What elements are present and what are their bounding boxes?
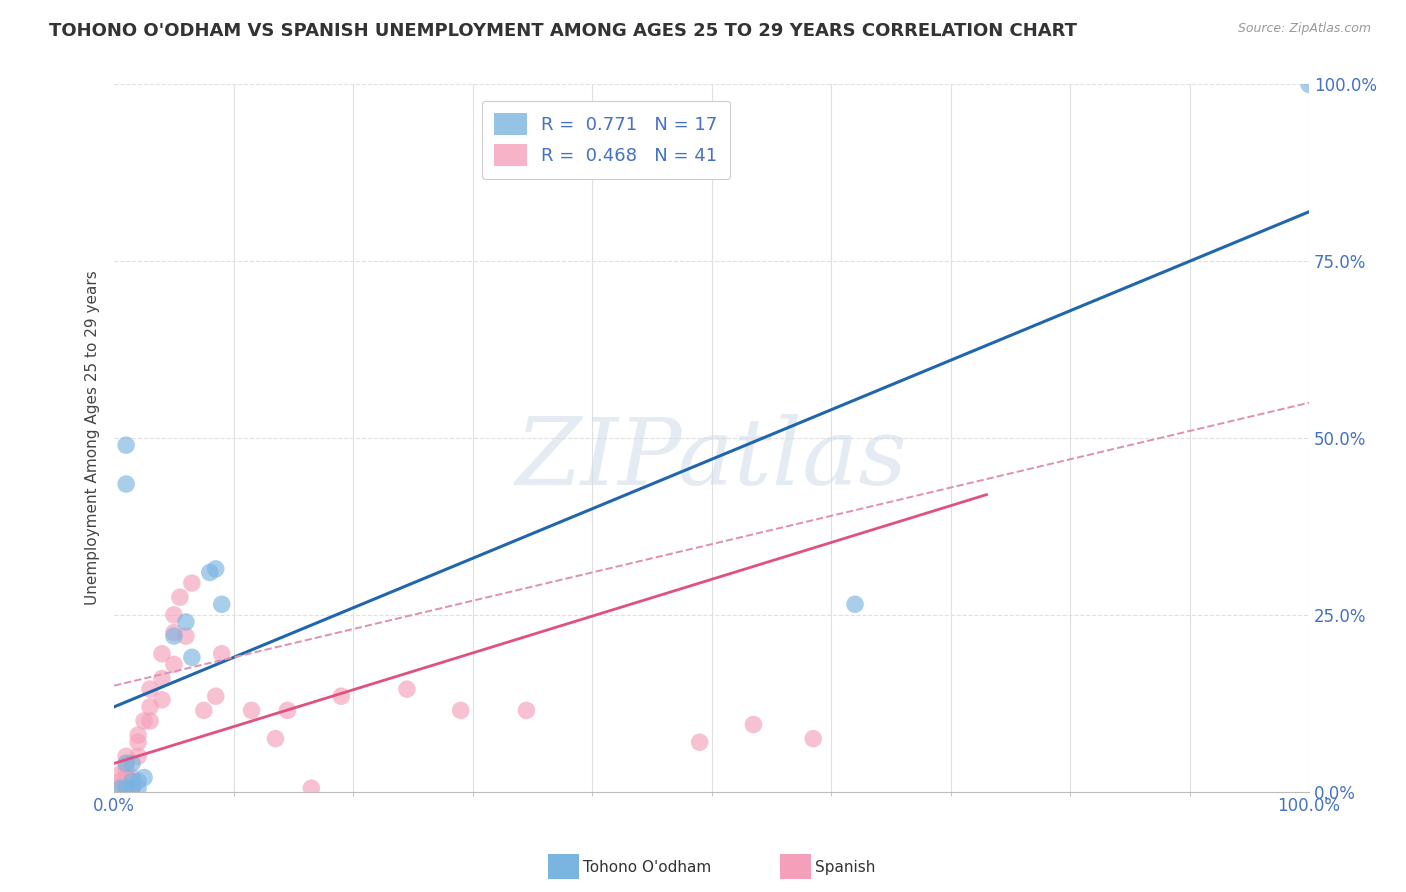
Point [204, 562, 226, 576]
Point [108, 767, 131, 781]
Point [121, 771, 143, 785]
Point [211, 647, 233, 661]
Y-axis label: Unemployment Among Ages 25 to 29 years: Unemployment Among Ages 25 to 29 years [86, 270, 100, 606]
Point [115, 781, 138, 796]
Point [204, 690, 226, 704]
Point [115, 781, 138, 796]
Point [115, 749, 138, 764]
Point [121, 774, 143, 789]
Point [276, 703, 298, 717]
Point [689, 735, 711, 749]
Point [108, 774, 131, 789]
Point [264, 731, 287, 746]
Point [132, 771, 155, 785]
Point [163, 607, 186, 622]
Point [174, 629, 197, 643]
Point [801, 731, 824, 746]
Point [742, 717, 765, 731]
Point [163, 629, 186, 643]
Point [115, 438, 138, 452]
Point [299, 781, 322, 796]
Point [127, 735, 149, 749]
Point [450, 703, 472, 717]
Point [150, 647, 173, 661]
Point [180, 650, 202, 665]
Point [198, 566, 221, 580]
Point [127, 728, 149, 742]
Text: Tohono O'odham: Tohono O'odham [583, 860, 711, 874]
Point [139, 682, 162, 697]
Point [1298, 78, 1320, 92]
Text: Spanish: Spanish [815, 860, 876, 874]
Point [211, 597, 233, 611]
Point [169, 591, 191, 605]
Point [180, 576, 202, 591]
Point [132, 714, 155, 728]
Point [395, 682, 418, 697]
Point [115, 756, 138, 771]
Point [163, 625, 186, 640]
Point [139, 699, 162, 714]
Text: Source: ZipAtlas.com: Source: ZipAtlas.com [1237, 22, 1371, 36]
Text: ZIPatlas: ZIPatlas [516, 414, 907, 504]
Point [844, 597, 866, 611]
Point [108, 781, 131, 796]
Point [127, 781, 149, 796]
Point [150, 672, 173, 686]
Point [115, 477, 138, 491]
Point [163, 657, 186, 672]
Point [139, 714, 162, 728]
Point [121, 756, 143, 771]
Point [108, 781, 131, 796]
Point [330, 690, 353, 704]
Point [193, 703, 215, 717]
Point [115, 781, 138, 796]
Point [515, 703, 537, 717]
Point [121, 781, 143, 796]
Point [174, 615, 197, 629]
Legend: R =  0.771   N = 17, R =  0.468   N = 41: R = 0.771 N = 17, R = 0.468 N = 41 [482, 101, 730, 179]
Text: TOHONO O'ODHAM VS SPANISH UNEMPLOYMENT AMONG AGES 25 TO 29 YEARS CORRELATION CHA: TOHONO O'ODHAM VS SPANISH UNEMPLOYMENT A… [49, 22, 1077, 40]
Point [240, 703, 263, 717]
Point [127, 749, 149, 764]
Point [115, 756, 138, 771]
Point [150, 692, 173, 706]
Point [115, 771, 138, 785]
Point [127, 774, 149, 789]
Point [115, 764, 138, 778]
Point [121, 781, 143, 796]
